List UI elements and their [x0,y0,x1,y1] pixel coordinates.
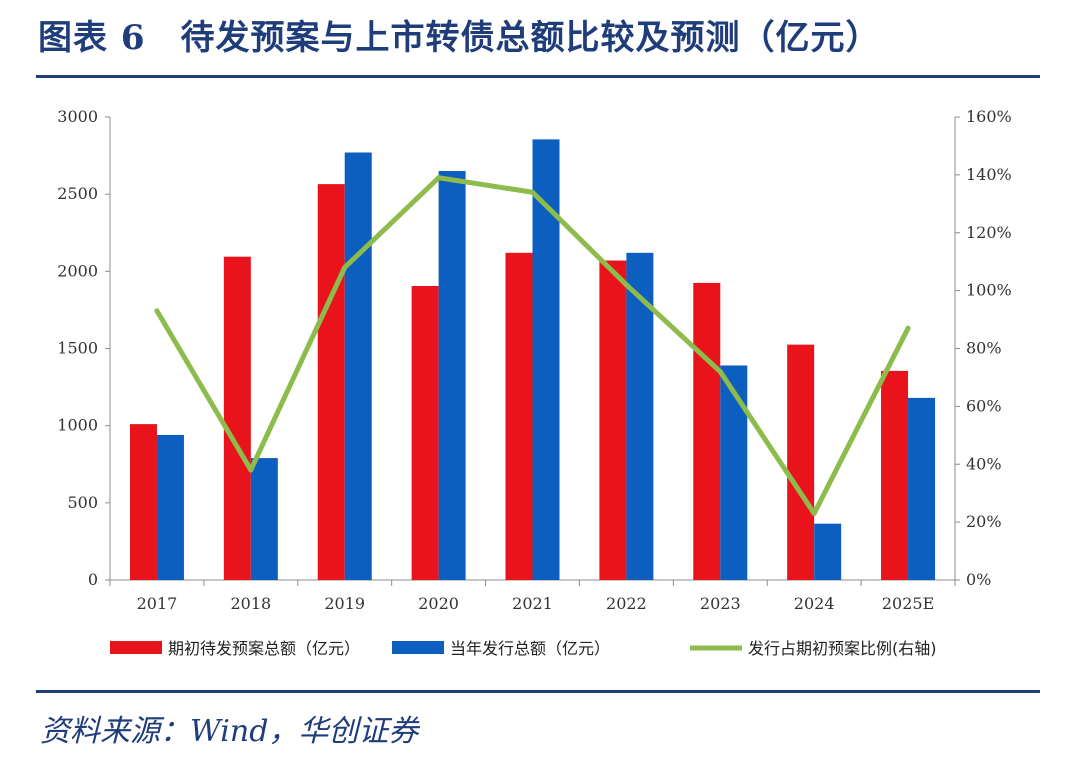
chart-title: 图表 6 待发预案与上市转债总额比较及预测（亿元） [38,18,881,58]
ratio-point [623,282,629,288]
bar-issued [344,152,372,580]
right-tick-label: 100% [966,281,1012,300]
right-tick-label: 160% [966,107,1012,126]
bar-pending [787,344,815,580]
x-tick-label: 2023 [700,594,741,613]
ratio-point [154,308,160,314]
title-rule [36,75,1040,78]
x-tick-label: 2019 [324,594,365,613]
left-tick-labels: 0 500 1000 1500 2000 2500 3000 [57,107,110,589]
bar-pending [411,285,439,580]
left-tick-label: 3000 [57,107,98,126]
right-tick-label: 120% [966,223,1012,242]
bar-issued [720,365,748,580]
bar-pending [881,370,909,580]
ratio-point [530,189,535,195]
source-rule [36,690,1040,693]
chart-area: 2017 2018 2019 2020 2021 2022 2023 2024 2025E 0 5… [57,107,1012,658]
legend-ratio-label: 发行占期初预案比例(右轴) [748,639,937,658]
ratio-point [811,510,817,516]
right-tick-label: 80% [966,339,1002,358]
bar-pending [317,184,345,580]
left-tick-label: 1500 [57,339,98,358]
x-tick-label: 2018 [230,594,271,613]
bar-pending [599,260,627,580]
ratio-point [717,369,723,375]
legend-issued-label: 当年发行总额（亿元） [450,639,610,658]
bar-issued [814,523,842,580]
bar-pending [129,424,157,580]
ratio-point [436,175,442,181]
bar-issued [250,458,278,580]
bar-issued [908,397,936,580]
right-tick-label: 140% [966,165,1012,184]
legend-pending-label: 期初待发预案总额（亿元） [168,639,360,658]
x-tick-label: 2021 [512,594,553,613]
x-tick-label: 2024 [794,594,835,613]
source-note: 资料来源：Wind，华创证券 [40,714,419,749]
bar-pending [693,282,721,580]
legend: 期初待发预案总额（亿元） 当年发行总额（亿元） 发行占期初预案比例(右轴) [110,639,937,658]
x-tick-label: 2020 [418,594,459,613]
legend-issued-swatch [392,641,444,654]
bar-pending [223,256,251,580]
bar-issued [626,252,654,580]
x-tick-label: 2017 [137,594,178,613]
legend-pending-swatch [110,641,162,654]
right-tick-label: 60% [966,396,1002,415]
left-tick-label: 2500 [57,184,98,203]
ratio-point [342,264,348,270]
left-tick-label: 500 [67,493,98,512]
right-tick-label: 0% [966,570,991,589]
bar-pending [505,252,533,580]
ratio-line [154,175,911,516]
x-tick-label: 2025E [882,594,934,613]
left-tick-label: 0 [88,570,98,589]
x-tick-labels: 2017 2018 2019 2020 2021 2022 2023 2024 2025E [137,594,935,613]
x-tick-label: 2022 [606,594,647,613]
right-tick-label: 20% [966,512,1002,531]
left-tick-label: 1000 [57,416,98,435]
right-tick-label: 40% [966,454,1002,473]
ratio-point [248,467,254,473]
right-tick-labels: 0% 20% 40% 60% 80% 100% 120% 140% 160% [955,107,1012,589]
ratio-point [905,325,911,331]
bar-issued [156,434,184,580]
bar-issued [438,171,466,580]
left-tick-label: 2000 [57,261,98,280]
